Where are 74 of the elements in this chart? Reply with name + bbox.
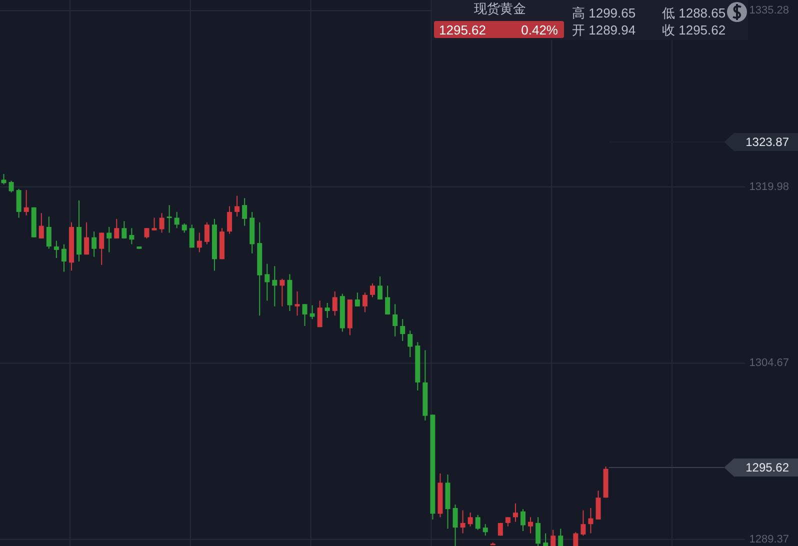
candlestick: [378, 276, 383, 300]
candlestick: [452, 504, 458, 546]
candlestick: [204, 222, 210, 245]
candlestick: [512, 502, 518, 522]
candlestick: [588, 507, 594, 534]
candlestick: [332, 290, 338, 316]
candlestick: [129, 228, 134, 245]
candlestick: [460, 510, 466, 534]
y-tick-label: 1304.67: [749, 357, 789, 370]
candlestick: [227, 206, 232, 234]
candlestick: [294, 290, 300, 316]
candlestick: [242, 198, 248, 226]
candlestick: [114, 218, 120, 239]
candlestick: [16, 188, 22, 218]
candlestick: [106, 226, 112, 253]
candlestick: [144, 228, 150, 239]
candlestick: [317, 300, 322, 328]
annotation: 开 1289.94: [572, 22, 636, 38]
candlestick: [84, 222, 90, 256]
candlestick: [580, 510, 586, 536]
annotation: 收 1295.62: [662, 22, 726, 38]
candlestick: [392, 304, 398, 337]
y-tick-label: 1319.98: [749, 180, 789, 193]
candlestick: [475, 514, 480, 530]
candlestick: [264, 263, 270, 302]
candlestick: [550, 529, 556, 546]
annotation: 1295.62: [439, 22, 486, 38]
candlestick: [234, 195, 240, 218]
candlestick: [408, 330, 413, 358]
candlestick: [54, 240, 59, 259]
candlestick: [189, 224, 194, 248]
candlestick: [354, 292, 360, 307]
annotation: 高 1299.65: [572, 6, 636, 20]
candlestick: [468, 512, 473, 527]
candlestick: [24, 190, 29, 216]
candlestick: [573, 532, 578, 546]
candlestick: [596, 490, 601, 520]
candlestick: [482, 524, 488, 536]
candlestick: [280, 278, 285, 307]
y-tick-label: 1335.28: [749, 4, 789, 17]
candlestick: [159, 212, 164, 234]
candlestick: [174, 211, 180, 229]
candlestick: [558, 528, 564, 546]
candlestick: [122, 220, 127, 239]
candlestick: [302, 304, 308, 326]
annotation: 0.42%: [521, 22, 558, 38]
candlestick: [370, 282, 375, 298]
candlestick: [324, 302, 330, 318]
annotation: 低 1288.65: [662, 6, 726, 20]
candlestick: [528, 516, 534, 534]
chart-title: 现货黄金: [474, 1, 526, 16]
candlestick: [182, 222, 187, 234]
candlestick: [61, 244, 66, 272]
candlestick: [362, 292, 368, 313]
candlestick: [310, 304, 315, 320]
candlestick: [46, 216, 52, 250]
candlestick: [92, 231, 97, 258]
candlestick: [400, 318, 406, 342]
candlestick: [520, 508, 526, 532]
candlestick: [196, 232, 202, 253]
candlestick: [272, 266, 278, 307]
candlestick: [8, 180, 14, 193]
candlestick: [1, 173, 6, 185]
candlestick: [99, 232, 104, 266]
candlestick: [38, 212, 44, 239]
candlestick: [543, 532, 548, 546]
candlestick: [505, 516, 510, 527]
candlestick: [166, 204, 172, 234]
y-tick-label: 1289.37: [749, 533, 789, 546]
candlestick: [536, 516, 541, 546]
ref-line-label: 1295.62: [746, 460, 790, 474]
ref-line-label: 1323.87: [746, 135, 790, 150]
candlestick: [385, 285, 390, 315]
candlestick: [152, 217, 157, 231]
